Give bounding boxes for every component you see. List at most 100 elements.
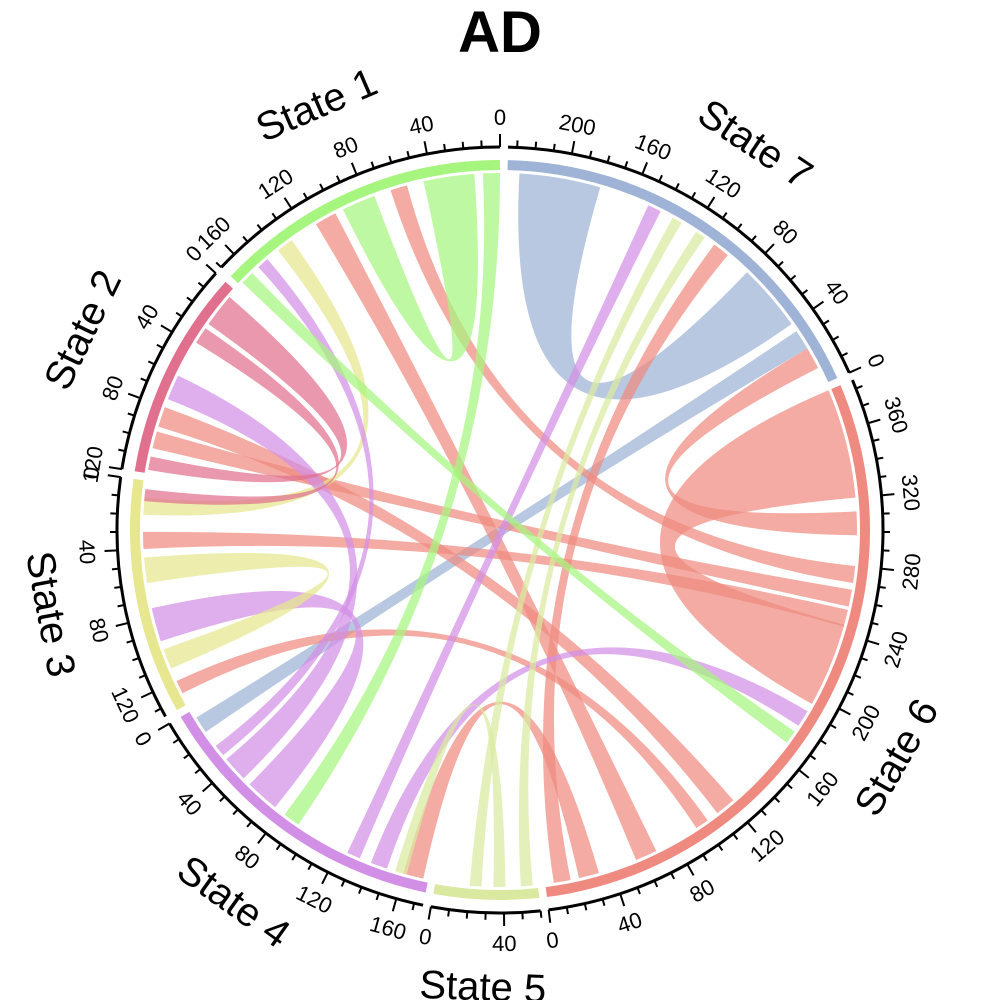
tick-label-state-6-80: 80 xyxy=(685,874,719,908)
tick-state-3-120 xyxy=(140,691,154,699)
link-state6-to-state4-6 xyxy=(403,701,599,879)
link-state6-to-state7-1 xyxy=(665,348,857,536)
tick-state-6-230 xyxy=(860,657,868,662)
tick-state-5-10 xyxy=(447,909,451,917)
tick-state-7-100 xyxy=(736,223,743,230)
tick-state-2-0 xyxy=(205,263,217,274)
tick-label-state-3-80: 80 xyxy=(84,615,114,645)
tick-label-state-3-40: 40 xyxy=(74,539,100,565)
tick-label-state-7-40: 40 xyxy=(820,275,855,309)
link-state6-to-state6-0 xyxy=(659,390,856,704)
tick-state-6-90 xyxy=(702,854,708,862)
tick-state-6-220 xyxy=(854,674,862,679)
tick-state-4-10 xyxy=(172,738,180,744)
tick-state-4-130 xyxy=(340,879,346,887)
tick-label-state-5-40: 40 xyxy=(492,931,517,956)
tick-label-state-6-120: 120 xyxy=(745,824,789,867)
tick-label-state-4-160: 160 xyxy=(367,911,409,945)
sector-label-state-1: State 1 xyxy=(250,60,384,151)
tick-state-1-130 xyxy=(271,212,278,220)
tick-state-1-30 xyxy=(443,143,447,152)
tick-state-1-20 xyxy=(461,141,465,149)
tick-state-7-130 xyxy=(690,191,697,199)
tick-state-1-70 xyxy=(370,161,375,169)
tick-state-3-60 xyxy=(114,585,122,589)
tick-state-1-40 xyxy=(423,141,428,155)
tick-state-7-90 xyxy=(750,235,757,242)
link-state6-to-state1-5 xyxy=(315,213,657,861)
tick-state-7-70 xyxy=(777,260,784,268)
tick-state-3-130 xyxy=(154,707,162,713)
tick-state-3-40 xyxy=(104,549,118,553)
tick-state-6-330 xyxy=(879,475,887,479)
tick-state-4-160 xyxy=(391,898,398,912)
tick-state-7-190 xyxy=(588,150,593,158)
tick-label-state-1-80: 80 xyxy=(330,131,362,163)
tick-state-5-60 xyxy=(539,910,543,918)
tick-state-7-150 xyxy=(658,174,663,183)
tick-state-6-240 xyxy=(866,639,880,646)
tick-state-7-170 xyxy=(624,161,629,169)
tick-state-3-80 xyxy=(115,621,129,628)
tick-state-7-40 xyxy=(812,300,825,310)
tick-state-1-160 xyxy=(224,244,235,255)
tick-state-1-120 xyxy=(283,197,293,210)
axis-line-state-6 xyxy=(548,379,885,912)
links-layer xyxy=(143,173,857,887)
link-state4-to-state6-12 xyxy=(370,647,808,869)
tick-state-4-170 xyxy=(411,903,416,911)
tick-state-3-10 xyxy=(111,493,119,497)
tick-state-7-110 xyxy=(721,212,728,219)
tick-state-4-100 xyxy=(291,853,297,861)
tick-label-state-4-40: 40 xyxy=(172,786,207,821)
chart-title: AD xyxy=(458,0,542,65)
tick-state-1-110 xyxy=(302,192,309,200)
tick-state-6-80 xyxy=(686,863,695,876)
tick-state-7-160 xyxy=(641,161,649,175)
tick-state-2-50 xyxy=(156,343,164,349)
tick-label-state-2-40: 40 xyxy=(130,300,164,334)
tick-label-state-1-0: 0 xyxy=(494,105,506,130)
tick-state-4-80 xyxy=(257,832,267,845)
tick-state-6-200 xyxy=(838,707,851,716)
tick-label-state-6-40: 40 xyxy=(614,907,645,938)
tick-state-6-120 xyxy=(746,821,757,833)
tick-state-3-0 xyxy=(107,474,121,479)
tick-state-3-110 xyxy=(138,674,146,679)
tick-label-state-1-120: 120 xyxy=(253,163,297,204)
tick-state-4-20 xyxy=(183,753,191,760)
tick-state-7-30 xyxy=(822,319,830,326)
tick-state-7-140 xyxy=(674,182,680,191)
tick-state-6-10 xyxy=(565,906,569,915)
sector-label-state-5: State 5 xyxy=(419,963,547,1000)
tick-label-state-6-0: 0 xyxy=(545,927,560,953)
axis-line-state-7 xyxy=(507,145,851,374)
sector-band-state-7 xyxy=(507,160,838,383)
tick-label-state-4-120: 120 xyxy=(292,880,336,919)
tick-state-4-90 xyxy=(275,843,282,851)
tick-state-1-50 xyxy=(406,150,411,159)
tick-label-state-6-160: 160 xyxy=(801,767,843,811)
tick-state-2-100 xyxy=(122,430,130,435)
tick-state-6-150 xyxy=(786,783,793,790)
tick-label-state-4-80: 80 xyxy=(230,840,265,875)
link-state2-to-state3-25 xyxy=(144,328,339,505)
tick-state-1-90 xyxy=(335,175,341,183)
tick-state-7-200 xyxy=(570,140,576,154)
tick-state-6-380 xyxy=(855,385,863,390)
tick-state-1-100 xyxy=(319,183,325,191)
tick-state-4-30 xyxy=(194,768,202,775)
tick-label-state-6-200: 200 xyxy=(846,701,885,745)
link-state6-to-state7-4 xyxy=(543,244,728,883)
tick-state-2-40 xyxy=(160,324,173,333)
tick-state-6-180 xyxy=(819,739,827,745)
link-state2-to-state2-22 xyxy=(148,297,348,483)
tick-state-6-20 xyxy=(583,903,588,911)
link-state4-to-state7-20 xyxy=(347,205,661,859)
tick-state-5-0 xyxy=(427,906,432,920)
tick-label-state-3-120: 120 xyxy=(106,683,144,727)
tick-state-6-30 xyxy=(601,898,606,907)
tick-state-2-90 xyxy=(127,412,135,417)
tick-state-7-60 xyxy=(789,274,797,281)
tick-state-7-20 xyxy=(832,335,840,341)
